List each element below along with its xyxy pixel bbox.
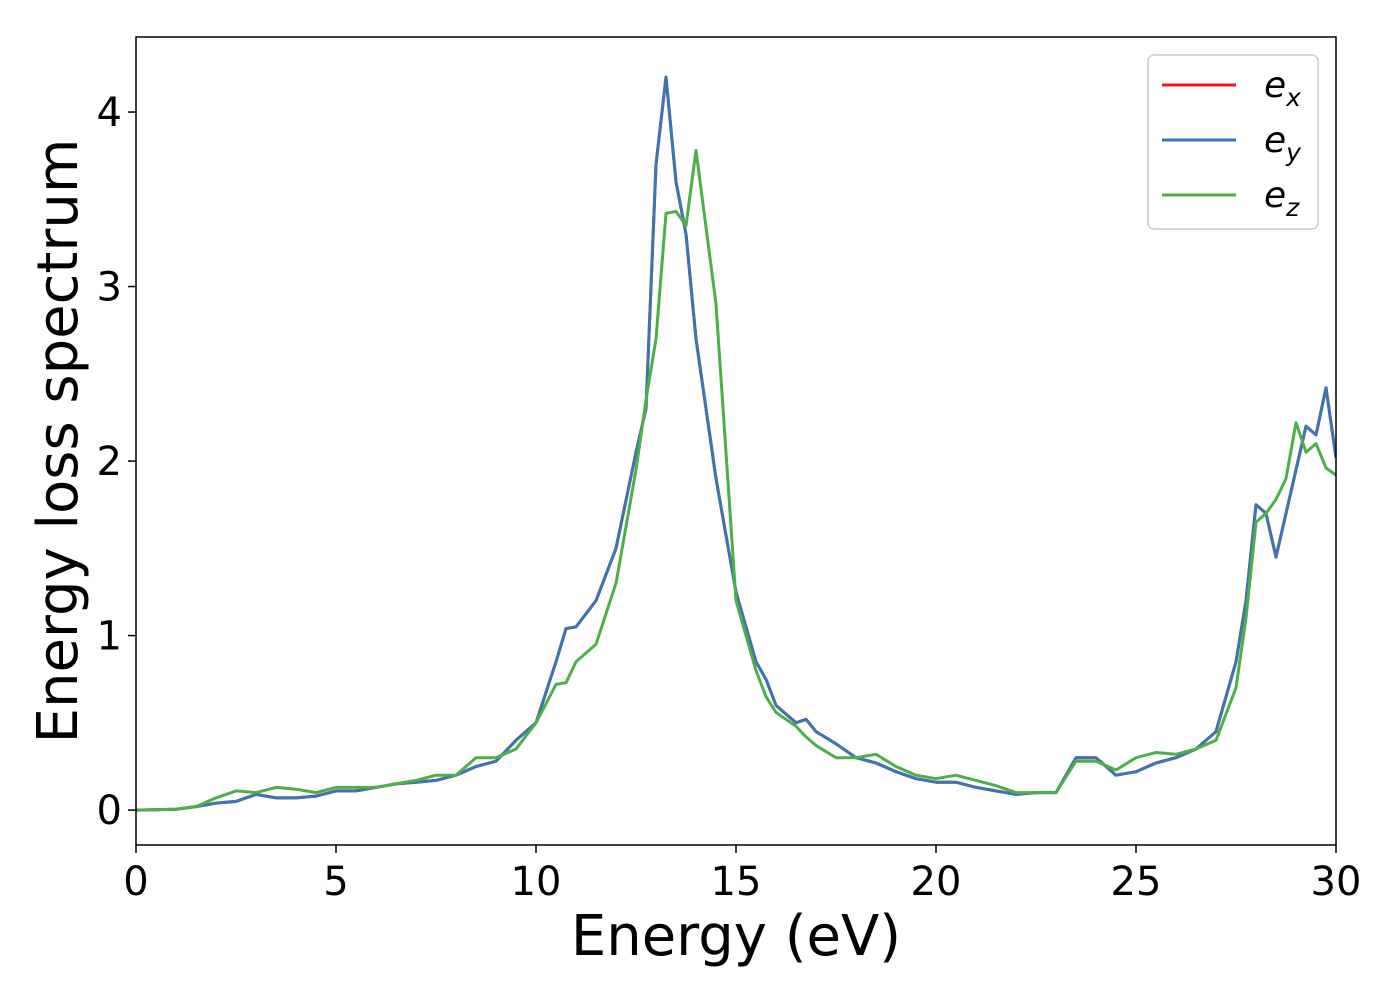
y-tick-label: 4 [97,90,122,136]
x-tick-label: 30 [1311,859,1362,905]
legend-label: ey [1264,120,1302,167]
legend-label: ez [1264,175,1300,222]
x-tick-label: 20 [911,859,962,905]
legend-label: ex [1264,65,1301,112]
y-tick-label: 1 [97,614,122,660]
y-tick-label: 2 [97,439,122,485]
x-tick-label: 5 [323,859,348,905]
legend-box [1147,54,1319,230]
x-tick-label: 0 [123,859,148,905]
x-tick-label: 25 [1111,859,1162,905]
y-tick-label: 0 [97,788,122,834]
data-line [136,148,1336,812]
x-tick-label: 10 [511,859,562,905]
y-axis-label: Energy loss spectrum [26,139,91,744]
x-tick-label: 15 [711,859,762,905]
x-axis-label: Energy (eV) [571,904,901,969]
plot-frame [135,36,1337,846]
y-tick-label: 3 [97,265,122,311]
